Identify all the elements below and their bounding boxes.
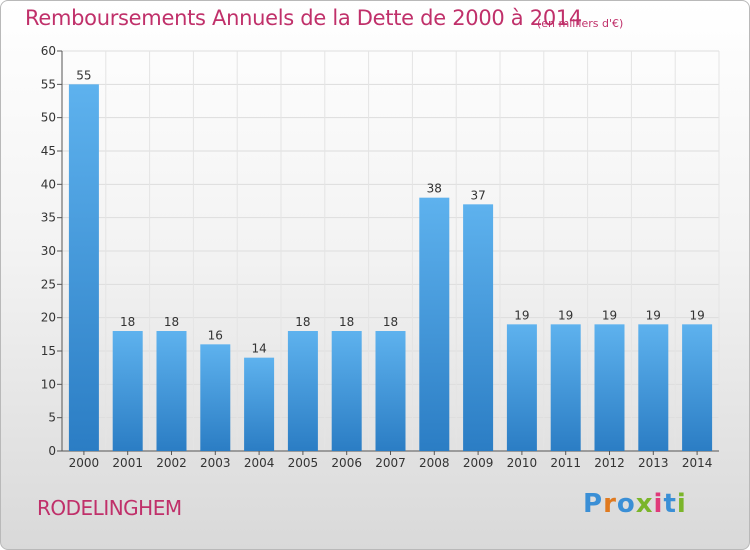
bar-2008 [419,197,450,451]
x-tick-label: 2007 [375,456,406,470]
logo-letter: o [616,489,636,519]
y-tick-label: 45 [41,144,56,158]
bar-2005 [287,331,318,451]
bar-2014 [682,324,713,451]
logo-letter: i [653,489,664,519]
data-label: 19 [514,308,529,322]
y-tick-label: 55 [41,77,56,91]
bar-2001 [112,331,143,451]
data-label: 37 [470,188,485,202]
x-tick-label: 2009 [463,456,494,470]
logo-letter: P [583,489,604,519]
data-label: 16 [208,328,223,342]
bar-2010 [506,324,537,451]
x-tick-label: 2004 [244,456,275,470]
chart-title: Remboursements Annuels de la Dette de 20… [25,6,582,30]
logo-letter: t [663,489,677,519]
y-tick-label: 50 [41,111,56,125]
proxiti-logo: Proxiti [583,489,687,519]
y-tick-label: 35 [41,211,56,225]
bars [68,84,713,451]
chart-subtitle: (en milliers d'€) [537,17,624,30]
bar-2004 [244,357,275,451]
y-tick-label: 30 [41,244,56,258]
y-tick-label: 40 [41,177,56,191]
data-label: 14 [251,342,266,356]
y-tick-label: 25 [41,277,56,291]
bar-2002 [156,331,187,451]
axes: 0 5 10 15 20 25 30 35 40 45 50 55 60 2000 2001 2002 2003… [41,44,719,470]
logo-letter: x [635,489,654,519]
y-tick-label: 15 [41,344,56,358]
data-label: 18 [120,315,135,329]
y-tick-label: 20 [41,311,56,325]
data-label: 19 [558,308,573,322]
x-tick-label: 2008 [419,456,450,470]
x-tick-label: 2011 [550,456,581,470]
bar-2006 [331,331,362,451]
x-tick-label: 2002 [156,456,187,470]
x-tick-label: 2003 [200,456,231,470]
bar-2012 [594,324,625,451]
data-label: 55 [76,68,91,82]
x-tick-label: 2001 [112,456,143,470]
x-tick-label: 2012 [594,456,625,470]
bar-2003 [200,344,231,451]
y-tick-label: 0 [48,444,56,458]
logo-letter: r [603,489,617,519]
bar-2009 [463,204,494,451]
data-label: 18 [295,315,310,329]
x-tick-label: 2010 [507,456,538,470]
data-label: 19 [646,308,661,322]
logo-letter: i [676,489,687,519]
y-tick-label: 60 [41,44,56,58]
bar-2007 [375,331,406,451]
data-label: 38 [427,182,442,196]
x-tick-label: 2013 [638,456,669,470]
data-labels: 55 18 18 16 14 18 18 18 38 37 19 19 19 19 19 [76,68,704,355]
data-label: 18 [383,315,398,329]
x-tick-label: 2000 [69,456,100,470]
bar-2013 [638,324,669,451]
x-tick-label: 2006 [331,456,362,470]
data-label: 18 [339,315,354,329]
x-tick-label: 2005 [288,456,319,470]
data-label: 18 [164,315,179,329]
town-name: RODELINGHEM [37,496,182,520]
y-tick-label: 10 [41,377,56,391]
data-label: 19 [602,308,617,322]
y-tick-label: 5 [48,411,56,425]
data-label: 19 [689,308,704,322]
bar-2011 [550,324,581,451]
x-tick-label: 2014 [682,456,713,470]
bar-2000 [68,84,99,451]
